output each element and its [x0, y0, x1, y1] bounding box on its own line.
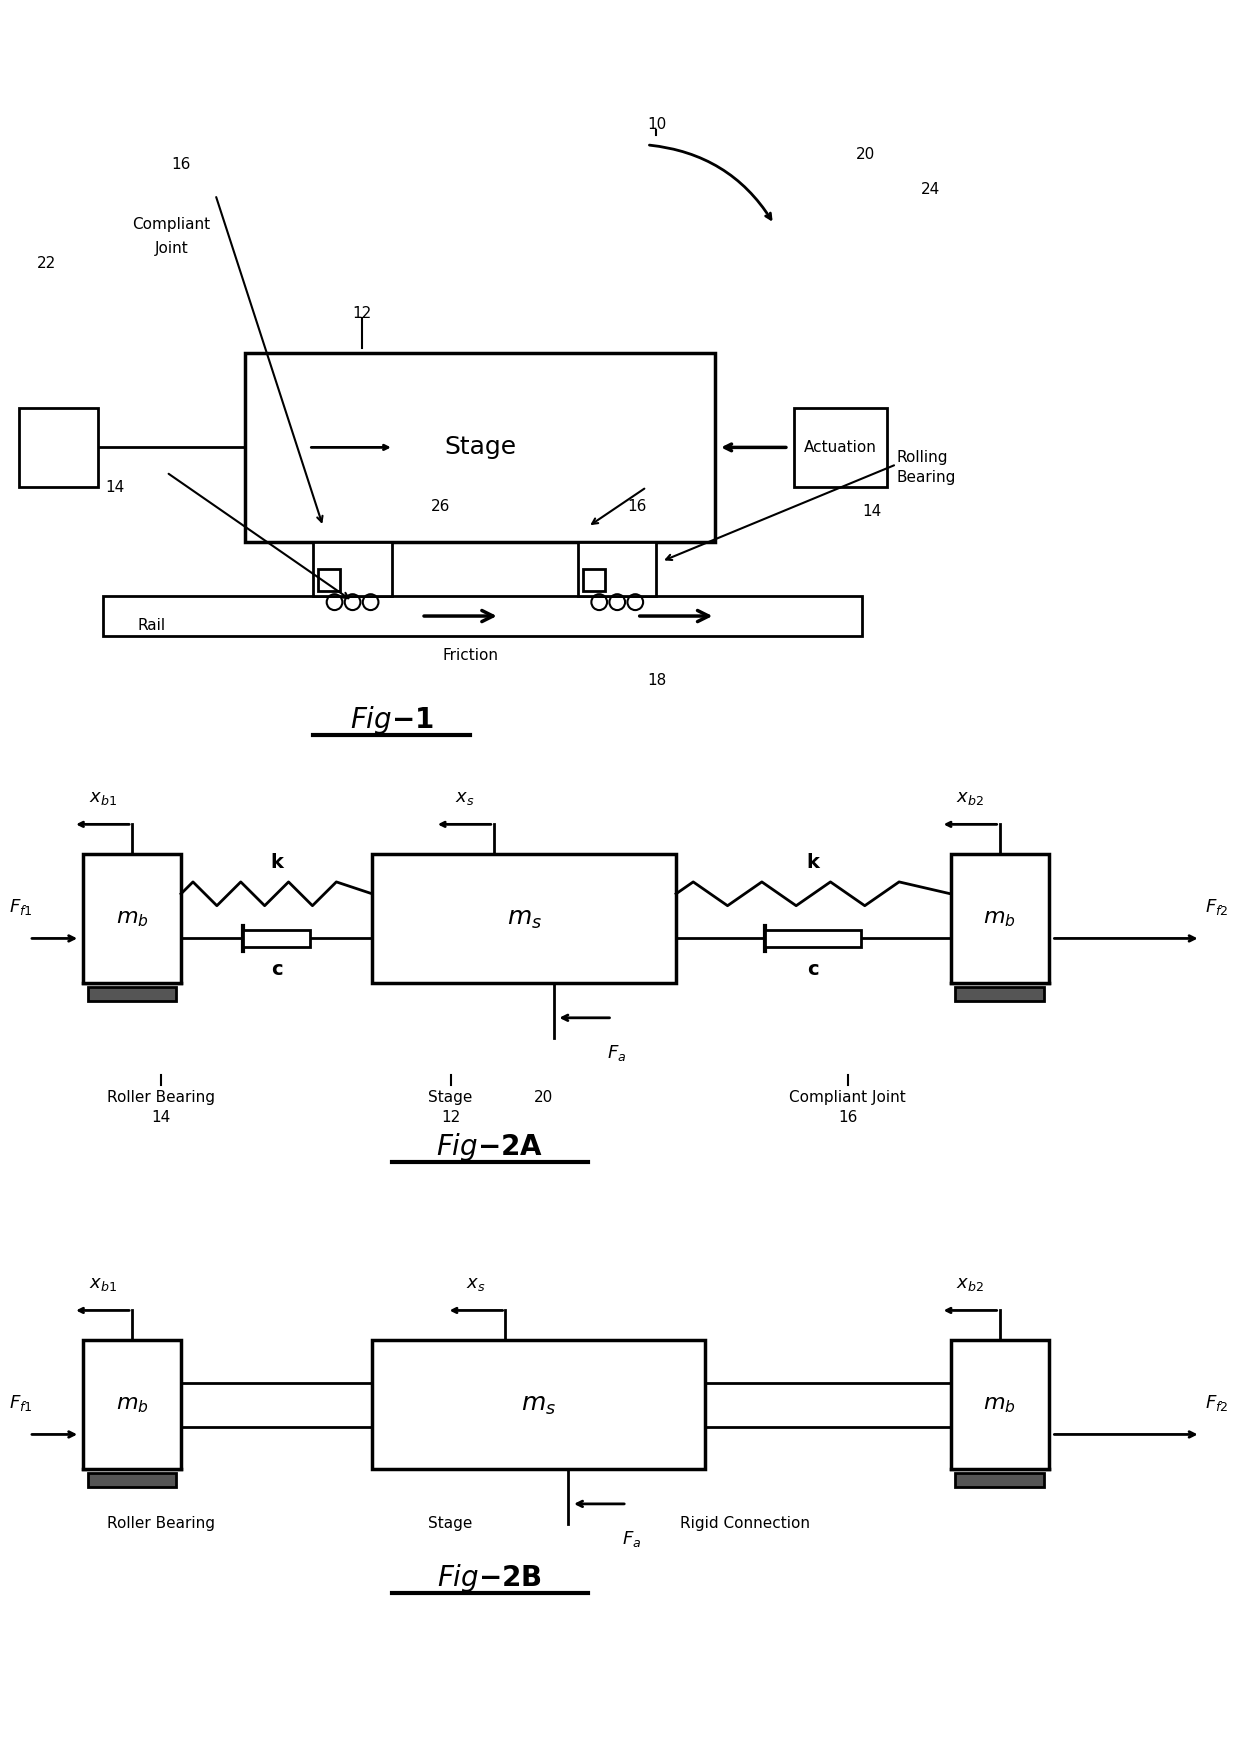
Text: k: k	[270, 854, 283, 871]
Text: 16: 16	[171, 157, 191, 172]
Bar	[794, 407, 887, 487]
Text: $F_a$: $F_a$	[622, 1529, 641, 1549]
Text: $\mathit{Fig}$$\mathbf{-2B}$: $\mathit{Fig}$$\mathbf{-2B}$	[438, 1562, 542, 1595]
Bar	[83, 854, 181, 983]
Text: Rigid Connection: Rigid Connection	[680, 1516, 810, 1532]
Text: 14: 14	[863, 504, 882, 520]
Text: $x_{b2}$: $x_{b2}$	[956, 788, 985, 807]
Bar	[583, 569, 605, 591]
Bar	[956, 1473, 1044, 1487]
Bar	[83, 1341, 181, 1469]
Text: Roller Bearing: Roller Bearing	[108, 1516, 216, 1532]
Bar	[103, 596, 862, 636]
Text: $x_{s}$: $x_{s}$	[455, 788, 474, 807]
Text: $m_b$: $m_b$	[983, 908, 1016, 929]
Text: Friction: Friction	[443, 649, 498, 663]
Bar	[88, 988, 176, 1002]
Text: $m_b$: $m_b$	[115, 1395, 149, 1416]
Text: Stage: Stage	[428, 1516, 472, 1532]
Text: Compliant Joint: Compliant Joint	[789, 1090, 906, 1104]
Text: 14: 14	[105, 480, 125, 494]
Text: k: k	[807, 854, 820, 871]
Bar	[319, 569, 340, 591]
Bar	[951, 854, 1049, 983]
Text: $F_{f1}$: $F_{f1}$	[10, 897, 33, 916]
Text: Roller Bearing: Roller Bearing	[108, 1090, 216, 1104]
Text: Bearing: Bearing	[897, 470, 956, 485]
Text: $x_{s}$: $x_{s}$	[466, 1275, 486, 1292]
Text: $F_a$: $F_a$	[608, 1043, 626, 1063]
Text: $x_{b1}$: $x_{b1}$	[88, 788, 117, 807]
Text: $x_{b2}$: $x_{b2}$	[956, 1275, 985, 1292]
Bar	[372, 854, 676, 983]
Bar	[578, 541, 656, 596]
Text: $m_s$: $m_s$	[521, 1393, 557, 1417]
Bar	[951, 1341, 1049, 1469]
Text: $m_b$: $m_b$	[115, 908, 149, 929]
Text: 24: 24	[921, 183, 941, 197]
Bar	[765, 930, 862, 948]
Text: 22: 22	[37, 256, 56, 271]
Bar	[956, 988, 1044, 1002]
Text: Rolling: Rolling	[897, 450, 949, 464]
Text: $\mathit{Fig}$$\mathbf{-1}$: $\mathit{Fig}$$\mathbf{-1}$	[350, 704, 434, 736]
Text: c: c	[270, 960, 283, 979]
Text: c: c	[807, 960, 820, 979]
Text: 20: 20	[534, 1090, 553, 1104]
Text: Joint: Joint	[154, 242, 188, 256]
Text: $\mathit{Fig}$$\mathbf{-2A}$: $\mathit{Fig}$$\mathbf{-2A}$	[436, 1130, 543, 1163]
Text: 16: 16	[627, 499, 646, 515]
Text: Stage: Stage	[444, 435, 516, 459]
Text: $x_{b1}$: $x_{b1}$	[88, 1275, 117, 1292]
Text: $F_{f2}$: $F_{f2}$	[1205, 1393, 1229, 1412]
Bar	[244, 353, 715, 541]
Text: 16: 16	[838, 1109, 857, 1125]
Text: 12: 12	[352, 306, 372, 322]
Bar	[88, 1473, 176, 1487]
Text: $F_{f1}$: $F_{f1}$	[10, 1393, 33, 1412]
Text: Rail: Rail	[138, 619, 166, 633]
Text: 10: 10	[647, 118, 666, 132]
Text: Stage: Stage	[428, 1090, 472, 1104]
Text: $m_b$: $m_b$	[983, 1395, 1016, 1416]
Text: $F_{f2}$: $F_{f2}$	[1205, 897, 1229, 916]
Text: 14: 14	[151, 1109, 171, 1125]
Bar	[243, 930, 310, 948]
Bar	[372, 1341, 706, 1469]
Bar	[20, 407, 98, 487]
Text: 26: 26	[432, 499, 450, 515]
Bar	[314, 541, 392, 596]
Text: 12: 12	[441, 1109, 460, 1125]
Text: Actuation: Actuation	[804, 440, 877, 456]
Text: 20: 20	[856, 148, 875, 162]
Text: 18: 18	[647, 673, 666, 689]
Text: $m_s$: $m_s$	[507, 906, 542, 930]
Text: Compliant: Compliant	[133, 217, 211, 231]
